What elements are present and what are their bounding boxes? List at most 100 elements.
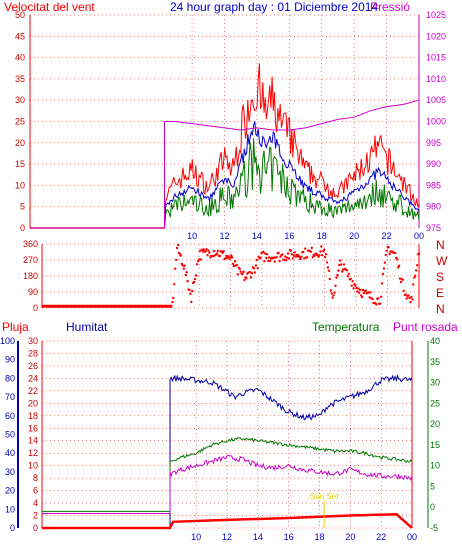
direction-point — [322, 248, 326, 251]
compass-label: S — [436, 270, 444, 284]
direction-point — [402, 289, 405, 293]
direction-point — [339, 259, 342, 262]
direction-point — [303, 257, 306, 260]
direction-point — [195, 263, 199, 266]
direction-point — [341, 270, 344, 273]
direction-point — [283, 258, 286, 261]
temperature-axis-tick: 40 — [430, 336, 440, 346]
direction-point — [415, 264, 419, 267]
direction-point — [291, 257, 294, 260]
direction-point — [310, 246, 313, 250]
rain-axis-tick: 22 — [28, 386, 38, 396]
direction-point — [231, 262, 235, 266]
direction-point — [227, 255, 230, 258]
direction-point — [202, 248, 205, 251]
rain-axis-tick: 30 — [28, 336, 38, 346]
direction-point — [292, 254, 295, 257]
rain-axis-tick: 24 — [28, 373, 38, 383]
direction-point — [417, 252, 421, 255]
direction-point — [278, 259, 281, 263]
direction-point — [199, 258, 202, 261]
direction-point — [182, 267, 185, 270]
direction-point — [201, 250, 204, 253]
direction-point — [313, 254, 316, 257]
direction-point — [335, 276, 338, 279]
direction-point — [235, 263, 239, 267]
direction-point — [287, 257, 291, 260]
direction-point — [368, 296, 371, 299]
direction-point — [341, 268, 345, 271]
direction-point — [324, 253, 328, 256]
pressure-axis-tick: 1025 — [426, 10, 446, 20]
hour-tick: 12 — [219, 231, 229, 241]
wind-speed-label: Velocitat del vent — [4, 0, 95, 14]
direction-point — [252, 267, 256, 270]
direction-point — [298, 256, 301, 259]
direction-point — [184, 273, 187, 277]
direction-point — [193, 277, 197, 281]
direction-point — [328, 277, 331, 281]
direction-point — [299, 257, 302, 261]
direction-point — [382, 267, 386, 270]
direction-point — [342, 263, 346, 266]
hour-tick: 16 — [284, 231, 294, 241]
direction-point — [321, 253, 324, 257]
pressure-axis-tick: 995 — [426, 138, 441, 148]
direction-point — [371, 297, 374, 301]
wind-average-series — [164, 121, 420, 229]
wind-axis-tick: 15 — [15, 159, 25, 169]
direction-point — [242, 270, 245, 273]
direction-point — [173, 283, 176, 286]
direction-point — [323, 255, 327, 259]
direction-point — [222, 250, 225, 253]
direction-point — [410, 295, 413, 299]
direction-point — [188, 288, 191, 292]
direction-axis-tick: 0 — [33, 303, 38, 313]
direction-point — [401, 278, 405, 281]
direction-point — [407, 294, 410, 297]
direction-point — [411, 298, 414, 301]
direction-point — [272, 256, 276, 259]
direction-point — [369, 291, 372, 294]
direction-point — [250, 272, 254, 275]
direction-point — [404, 293, 407, 296]
rain-axis-tick: 4 — [33, 498, 38, 508]
direction-point — [350, 284, 353, 287]
pressure-axis-tick: 980 — [426, 202, 441, 212]
direction-axis-tick: 90 — [28, 287, 38, 297]
direction-point — [263, 260, 266, 263]
direction-point — [338, 263, 341, 267]
direction-point — [398, 277, 402, 280]
direction-point — [232, 264, 236, 268]
direction-point — [266, 253, 269, 256]
wind-pressure-panel: 0510152025303540455097598098599099510001… — [15, 10, 446, 241]
temperature-axis-tick: -5 — [430, 523, 438, 533]
compass-label: N — [436, 238, 445, 252]
direction-point — [415, 269, 418, 272]
direction-point — [414, 274, 417, 277]
direction-point — [340, 263, 343, 266]
hour-tick: 20 — [349, 231, 359, 241]
rain-axis-tick: 18 — [28, 411, 38, 421]
humidity-series — [42, 374, 413, 529]
rain-axis-tick: 8 — [33, 473, 38, 483]
direction-point — [413, 276, 416, 279]
direction-point — [297, 254, 300, 257]
wind-axis-tick: 0 — [20, 223, 25, 233]
humidity-axis-tick: 30 — [5, 467, 15, 477]
direction-point — [241, 272, 244, 275]
direction-point — [174, 267, 177, 270]
temperature-axis-tick: 20 — [430, 419, 440, 429]
direction-point — [186, 279, 189, 283]
wind-gust-series — [164, 63, 420, 229]
direction-point — [215, 252, 219, 255]
direction-point — [224, 257, 227, 260]
hour-tick: 14 — [252, 231, 262, 241]
direction-point — [356, 290, 359, 293]
direction-point — [281, 253, 284, 256]
direction-point — [387, 246, 390, 249]
direction-point — [378, 302, 382, 305]
pressure-axis-tick: 1005 — [426, 95, 446, 105]
